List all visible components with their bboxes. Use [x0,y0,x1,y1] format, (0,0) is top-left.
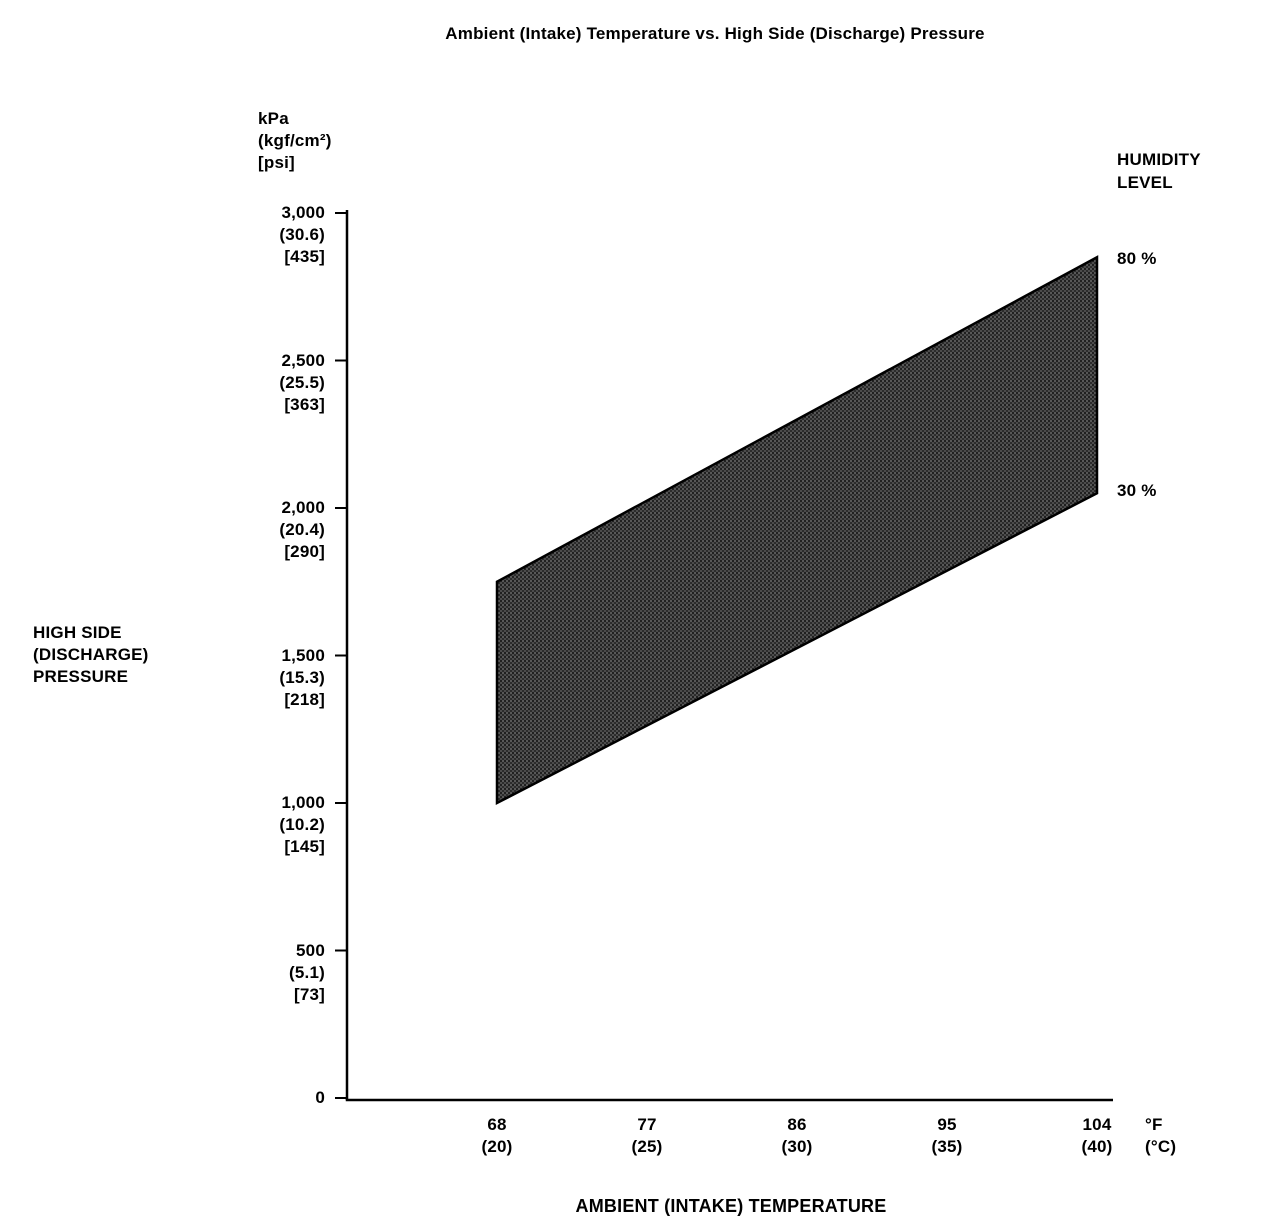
y-tick-label: 1,500 (15.3) [218] [279,645,325,709]
y-tick-label: 2,500 (25.5) [363] [279,350,325,414]
y-axis-title: HIGH SIDE (DISCHARGE) PRESSURE [33,623,149,686]
y-tick-label: 2,000 (20.4) [290] [279,498,325,561]
legend-lower-humidity-label: 30 % [1117,481,1157,500]
y-tick-label: 500 (5.1) [73] [289,940,325,1004]
x-axis-unit-label: °F (°C) [1145,1115,1177,1156]
x-tick-label: 104 (40) [1081,1115,1113,1156]
x-tick-label: 86 (30) [781,1115,813,1156]
y-tick-label: 0 [315,1088,325,1107]
humidity-pressure-band [495,255,1099,806]
y-tick-label: 1,000 (10.2) [145] [279,793,325,856]
x-tick-label: 77 (25) [631,1115,663,1156]
x-tick-label: 68 (20) [481,1115,513,1156]
legend-upper-humidity-label: 80 % [1117,249,1157,268]
chart-title: Ambient (Intake) Temperature vs. High Si… [445,24,985,43]
x-axis-title: AMBIENT (INTAKE) TEMPERATURE [575,1196,887,1216]
legend-title: HUMIDITY LEVEL [1117,150,1201,192]
x-tick-label: 95 (35) [931,1115,963,1156]
y-axis-unit-label: kPa (kgf/cm²) [psi] [258,109,332,172]
y-tick-label: 3,000 (30.6) [435] [279,203,325,266]
